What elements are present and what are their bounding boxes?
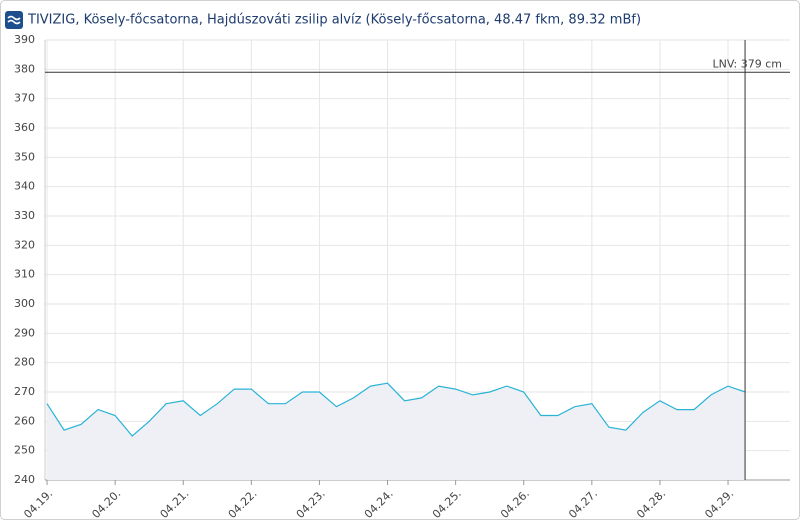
y-tick-label: 270 — [14, 385, 35, 398]
area — [47, 383, 746, 480]
reference-label: LNV: 379 cm — [713, 57, 782, 70]
y-tick-label: 280 — [14, 356, 35, 369]
y-tick-label: 240 — [14, 473, 35, 486]
y-tick-label: 310 — [14, 268, 35, 281]
y-tick-label: 320 — [14, 238, 35, 251]
y-tick-label: 250 — [14, 444, 35, 457]
chart-title: TIVIZIG, Kösely-főcsatorna, Hajdúszováti… — [27, 13, 641, 28]
line — [46, 382, 746, 437]
y-tick-label: 260 — [14, 414, 35, 427]
logo — [5, 11, 23, 29]
y-tick-label: 330 — [14, 209, 35, 222]
y-tick-label: 380 — [14, 62, 35, 75]
y-tick-label: 370 — [14, 92, 35, 105]
y-tick-label: 340 — [14, 180, 35, 193]
y-tick-label: 350 — [14, 150, 35, 163]
y-tick-label: 300 — [14, 297, 35, 310]
y-tick-label: 360 — [14, 121, 35, 134]
y-tick-label: 390 — [14, 33, 35, 46]
y-tick-label: 290 — [14, 326, 35, 339]
